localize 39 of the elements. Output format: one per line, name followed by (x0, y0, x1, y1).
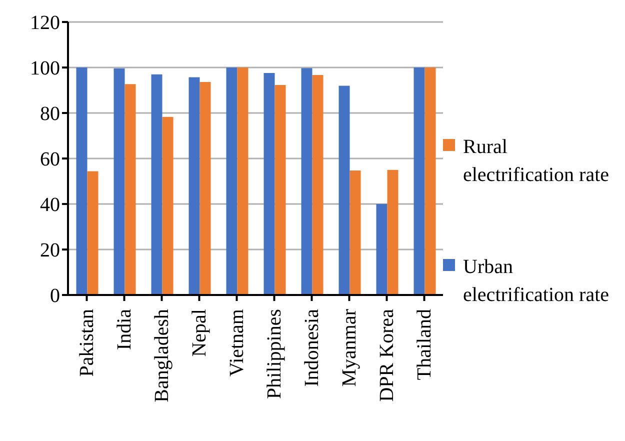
x-tick-label: Myanmar (338, 308, 360, 387)
y-tick-label: 100 (30, 58, 60, 80)
bar (387, 170, 398, 295)
x-tick-label: Thailand (413, 309, 436, 380)
bar (424, 68, 436, 295)
y-tick-label: 120 (30, 12, 60, 34)
y-tick-label: 80 (40, 103, 60, 126)
bar (200, 82, 211, 295)
legend-label: Rural electrification rate (463, 134, 610, 188)
x-tick-label: Pakistan (76, 309, 98, 377)
bar (188, 77, 200, 295)
x-tick-label: Indonesia (300, 308, 323, 387)
bar (301, 68, 312, 295)
bar (226, 68, 238, 295)
legend-label: Urban electrification rate (463, 254, 610, 308)
y-tick-label: 20 (40, 240, 60, 262)
bar (312, 75, 324, 295)
bar (76, 68, 88, 295)
y-tick-label: 0 (50, 285, 60, 308)
x-tick-label: Philippines (263, 308, 286, 400)
bar (264, 72, 275, 295)
y-tick-label: 40 (40, 194, 60, 216)
bar (162, 116, 174, 295)
bar (87, 171, 98, 295)
x-tick-label: Vietnam (226, 308, 248, 377)
x-tick-label: Nepal (188, 308, 210, 357)
x-tick-label: Bangladesh (150, 309, 173, 402)
x-tick-label: India (113, 308, 136, 350)
bar (338, 86, 350, 295)
bar (124, 84, 136, 295)
bar (237, 68, 248, 295)
bar (274, 85, 286, 295)
x-tick-label: DPR Korea (376, 308, 398, 402)
y-tick-label: 60 (40, 148, 60, 171)
bar (151, 74, 162, 295)
bar (376, 204, 388, 295)
bar (114, 68, 125, 295)
bar (350, 170, 361, 295)
bar (414, 68, 425, 295)
